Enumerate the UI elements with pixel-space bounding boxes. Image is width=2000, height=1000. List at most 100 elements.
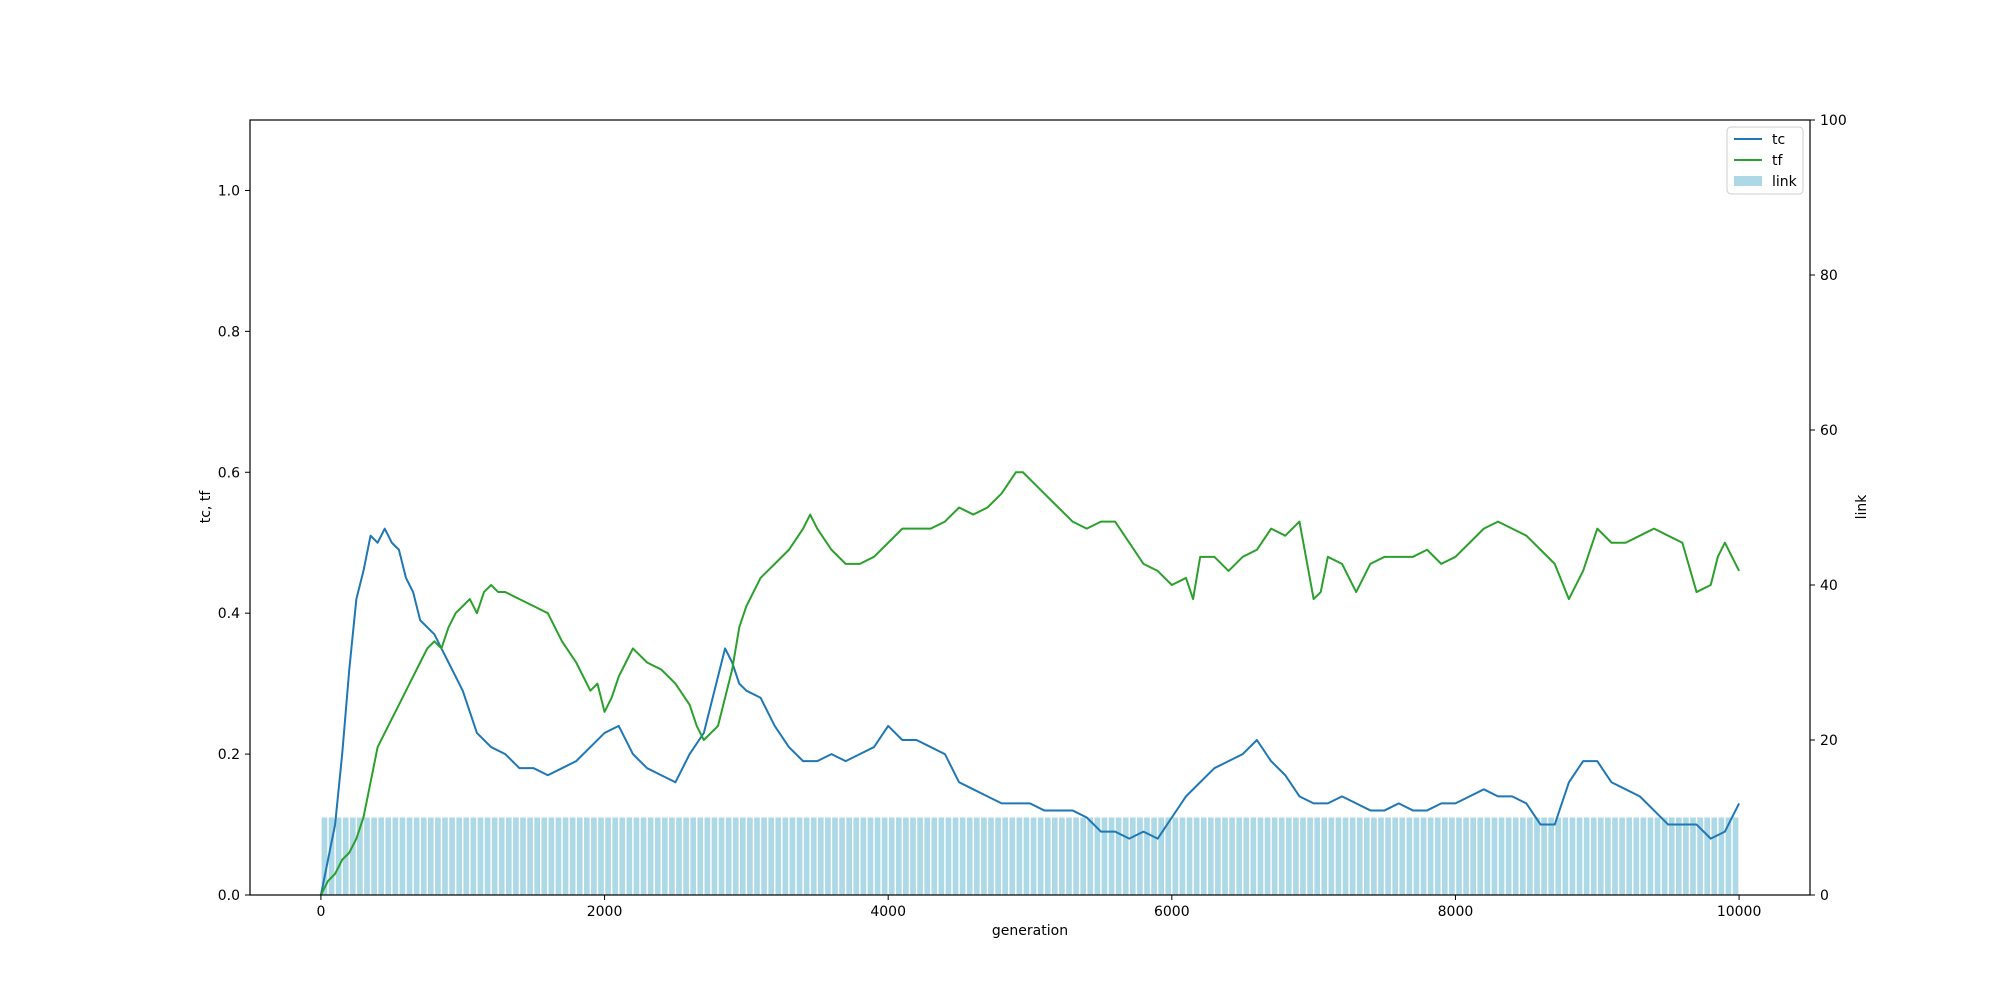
bar-link-60 [747, 817, 753, 895]
bar-link-107 [1080, 817, 1087, 895]
bar-link-127 [1222, 817, 1228, 895]
bar-link-38 [591, 817, 597, 895]
y-right-tick-label-3: 60 [1820, 423, 1838, 439]
bar-link-49 [669, 817, 675, 895]
bar-link-125 [1207, 817, 1214, 895]
bar-link-145 [1349, 817, 1356, 895]
x-tick-label-4: 8000 [1438, 904, 1474, 920]
bar-link-118 [1158, 817, 1165, 895]
bar-link-96 [1002, 817, 1009, 895]
bar-link-93 [981, 817, 987, 895]
x-axis-title: generation [992, 923, 1068, 939]
x-tick-label-5: 10000 [1717, 904, 1762, 920]
bar-link-37 [583, 817, 590, 895]
y-left-axis: 0.0 0.2 0.4 0.6 0.8 1.0 [218, 183, 250, 904]
bar-link-83 [910, 817, 916, 895]
bar-link-167 [1505, 817, 1512, 895]
bar-link-56 [718, 817, 725, 895]
bar-link-104 [1059, 817, 1065, 895]
bar-link-198 [1725, 817, 1732, 895]
bar-link-19 [456, 817, 463, 895]
x-axis: 0 2000 4000 6000 8000 10000 [316, 895, 1761, 920]
bar-link-50 [676, 817, 682, 895]
bar-link-62 [761, 817, 767, 895]
bar-link-75 [853, 817, 860, 895]
bar-link-128 [1229, 817, 1235, 895]
bar-link-98 [1016, 817, 1023, 895]
x-tick-label-1: 2000 [587, 904, 623, 920]
bar-link-168 [1512, 817, 1519, 895]
bar-link-183 [1619, 817, 1625, 895]
bar-link-137 [1293, 817, 1299, 895]
bar-link-7 [371, 817, 377, 895]
bar-link-26 [505, 817, 512, 895]
bar-link-159 [1449, 817, 1455, 895]
bar-link-43 [626, 817, 633, 895]
bar-link-88 [945, 817, 952, 895]
y-left-tick-label-2: 0.4 [218, 606, 240, 622]
bar-link-147 [1363, 817, 1370, 895]
bar-link-184 [1626, 817, 1633, 895]
bar-link-77 [867, 817, 874, 895]
bar-link-158 [1441, 817, 1448, 895]
bar-link-45 [640, 817, 647, 895]
bar-link-14 [420, 817, 427, 895]
bar-link-31 [541, 817, 548, 895]
bar-link-140 [1314, 817, 1321, 895]
bar-link-150 [1385, 817, 1391, 895]
bar-link-16 [435, 817, 441, 895]
bar-link-64 [775, 817, 782, 895]
bar-link-117 [1151, 817, 1157, 895]
bar-link-92 [973, 817, 980, 895]
bar-link-187 [1647, 817, 1654, 895]
bar-link-164 [1484, 817, 1491, 895]
bar-link-177 [1576, 817, 1583, 895]
bar-link-25 [498, 817, 505, 895]
bar-link-24 [491, 817, 498, 895]
bar-link-22 [477, 817, 484, 895]
bar-link-151 [1392, 817, 1399, 895]
bar-link-123 [1193, 817, 1200, 895]
y-left-tick-label-5: 1.0 [218, 183, 240, 199]
bar-link-157 [1434, 817, 1441, 895]
y-right-tick-label-2: 40 [1820, 578, 1838, 594]
bar-link-73 [839, 817, 845, 895]
bar-link-79 [881, 817, 888, 895]
bar-link-2 [335, 817, 342, 895]
bar-link-65 [782, 817, 789, 895]
bar-link-170 [1527, 817, 1533, 895]
bar-link-122 [1186, 817, 1193, 895]
bar-link-9 [385, 817, 392, 895]
bar-link-188 [1654, 817, 1661, 895]
bar-link-169 [1519, 817, 1526, 895]
bar-link-113 [1122, 817, 1129, 895]
bar-link-39 [598, 817, 604, 895]
bar-link-27 [513, 817, 519, 895]
bar-link-134 [1271, 817, 1278, 895]
y-left-tick-label-1: 0.2 [218, 747, 240, 763]
bar-link-105 [1066, 817, 1072, 895]
bar-link-32 [548, 817, 555, 895]
bar-link-100 [1030, 817, 1037, 895]
bar-link-131 [1250, 817, 1257, 895]
bar-link-18 [449, 817, 455, 895]
bar-link-97 [1009, 817, 1016, 895]
bar-link-190 [1668, 817, 1675, 895]
bar-link-148 [1371, 817, 1377, 895]
bar-link-85 [924, 817, 931, 895]
bar-link-199 [1732, 817, 1739, 895]
link-bars [321, 817, 1739, 895]
bar-link-10 [392, 817, 399, 895]
bar-link-54 [704, 817, 711, 895]
bar-link-28 [520, 817, 526, 895]
bar-link-95 [995, 817, 1001, 895]
bar-link-63 [768, 817, 775, 895]
bar-link-176 [1569, 817, 1576, 895]
bar-link-182 [1612, 817, 1618, 895]
bar-link-15 [427, 817, 434, 895]
bar-link-180 [1597, 817, 1604, 895]
bar-link-139 [1307, 817, 1313, 895]
bar-link-144 [1342, 817, 1349, 895]
bar-link-194 [1697, 817, 1703, 895]
bar-link-69 [810, 817, 817, 895]
